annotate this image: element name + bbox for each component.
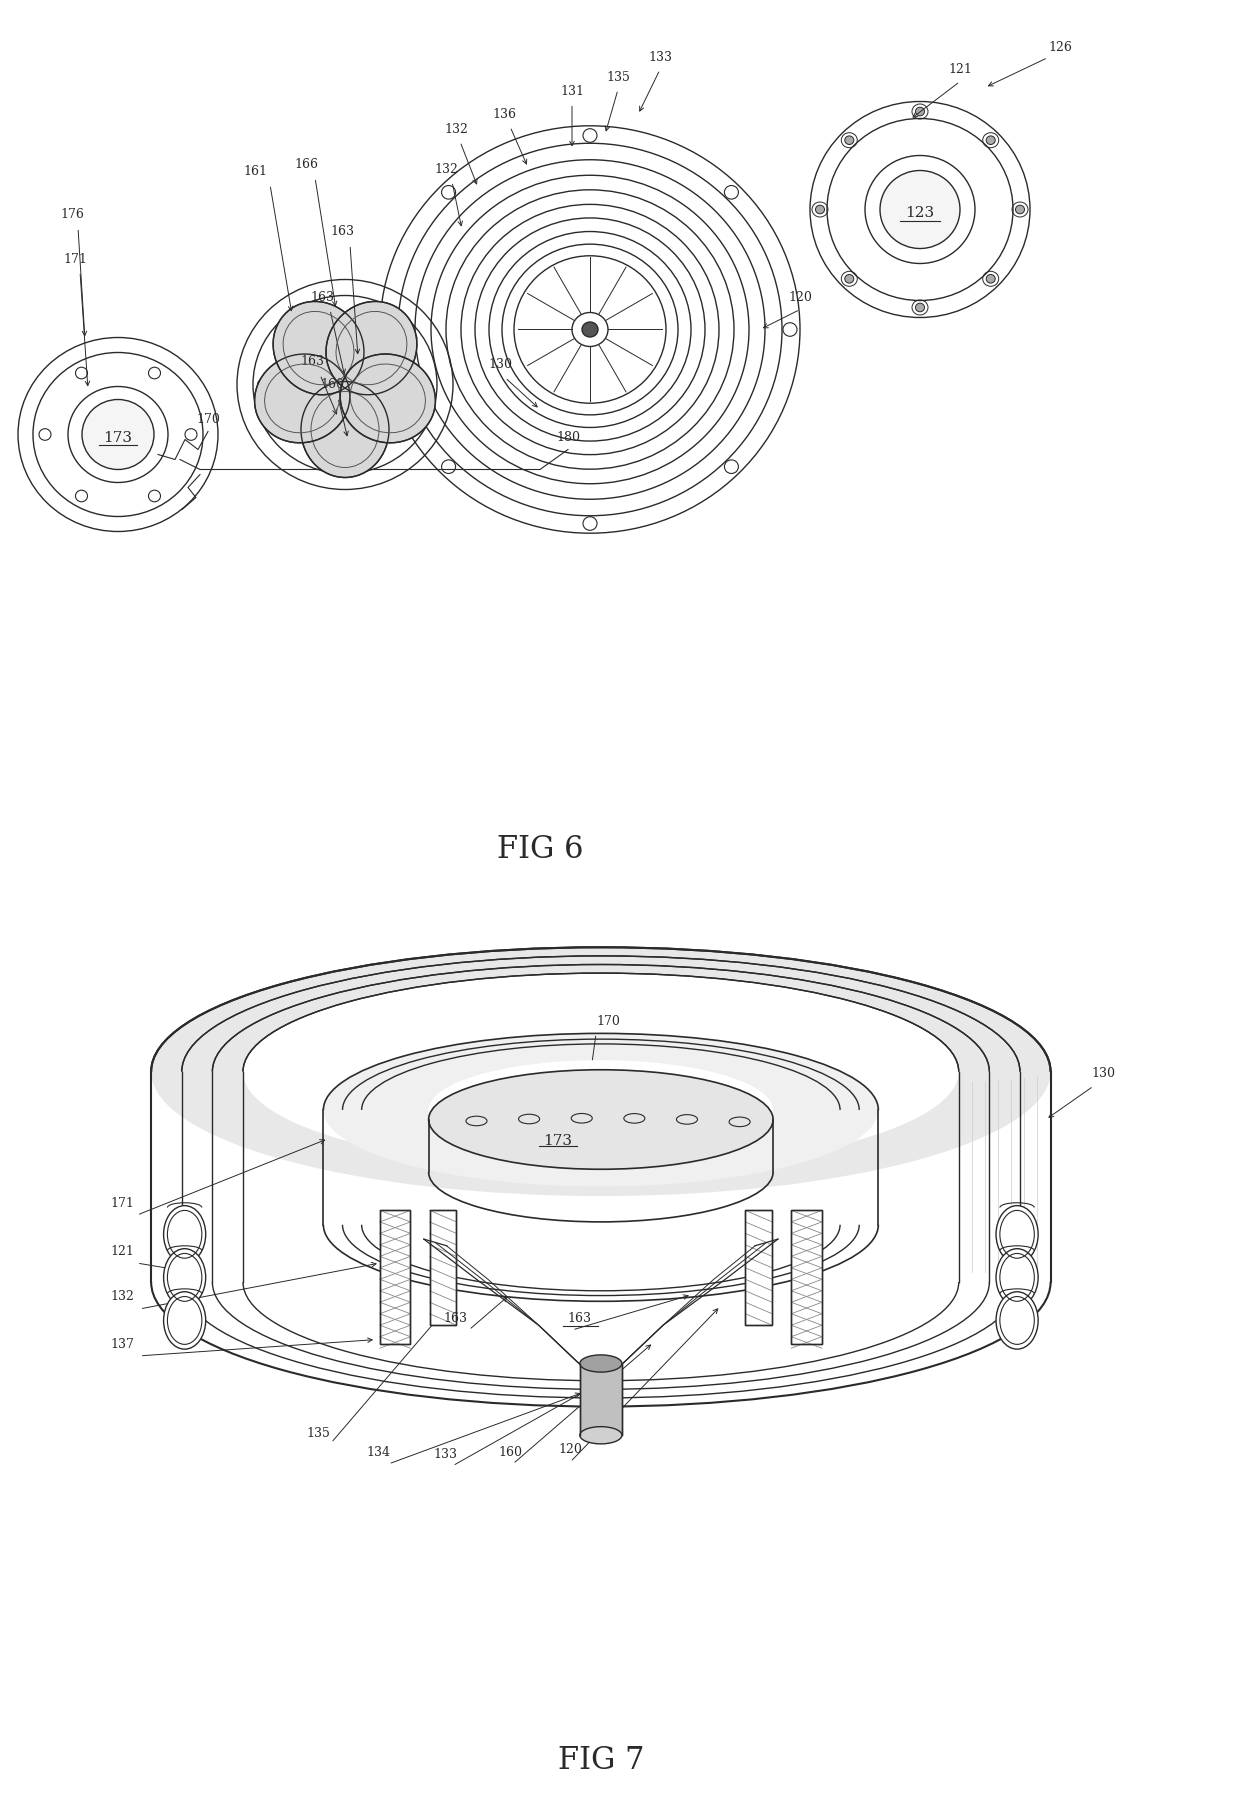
- Ellipse shape: [314, 454, 325, 465]
- Ellipse shape: [1016, 205, 1024, 215]
- Ellipse shape: [164, 1249, 206, 1305]
- Ellipse shape: [243, 973, 959, 1171]
- Ellipse shape: [38, 429, 51, 440]
- Ellipse shape: [915, 304, 925, 313]
- Bar: [379, 1211, 410, 1344]
- Ellipse shape: [580, 1354, 622, 1373]
- Text: FIG 6: FIG 6: [497, 834, 583, 865]
- Text: 170: 170: [196, 413, 219, 425]
- Ellipse shape: [254, 355, 350, 444]
- Ellipse shape: [324, 1033, 878, 1187]
- Text: 163: 163: [300, 355, 324, 367]
- Text: 120: 120: [789, 291, 812, 304]
- Text: 123: 123: [905, 207, 935, 220]
- Text: 121: 121: [949, 64, 972, 76]
- Ellipse shape: [429, 1069, 773, 1169]
- Text: 130: 130: [1091, 1067, 1115, 1080]
- Ellipse shape: [986, 275, 996, 284]
- Text: 166: 166: [294, 158, 317, 171]
- Text: 121: 121: [110, 1245, 134, 1258]
- Ellipse shape: [582, 322, 598, 336]
- Text: 131: 131: [560, 85, 584, 98]
- Ellipse shape: [273, 302, 365, 395]
- Text: 171: 171: [63, 253, 87, 265]
- Ellipse shape: [149, 367, 160, 378]
- Ellipse shape: [996, 1293, 1038, 1349]
- Ellipse shape: [185, 429, 197, 440]
- Text: 135: 135: [606, 71, 630, 84]
- Ellipse shape: [915, 107, 925, 116]
- Bar: [580, 1364, 622, 1434]
- Bar: [745, 1211, 773, 1325]
- Text: 126: 126: [1048, 42, 1071, 55]
- Ellipse shape: [429, 1060, 773, 1160]
- Ellipse shape: [816, 205, 825, 215]
- Ellipse shape: [405, 425, 417, 436]
- Ellipse shape: [258, 380, 269, 389]
- Bar: [791, 1211, 822, 1344]
- Ellipse shape: [151, 947, 1050, 1196]
- Text: 163: 163: [568, 1313, 591, 1325]
- Text: 160: 160: [498, 1445, 522, 1460]
- Ellipse shape: [76, 491, 88, 502]
- Ellipse shape: [405, 333, 417, 344]
- Text: 130: 130: [489, 358, 512, 371]
- Text: 171: 171: [110, 1198, 134, 1211]
- Ellipse shape: [326, 302, 417, 395]
- Text: 137: 137: [110, 1338, 134, 1351]
- Text: 120: 120: [558, 1443, 583, 1456]
- Ellipse shape: [844, 275, 854, 284]
- Text: 160: 160: [320, 378, 343, 391]
- Text: FIG 7: FIG 7: [558, 1745, 644, 1776]
- Text: 170: 170: [596, 1016, 620, 1029]
- Ellipse shape: [149, 491, 160, 502]
- Ellipse shape: [880, 171, 960, 249]
- Text: 163: 163: [310, 291, 334, 304]
- Ellipse shape: [314, 304, 325, 315]
- Text: 163: 163: [444, 1313, 467, 1325]
- Text: 180: 180: [556, 431, 580, 444]
- Text: 163: 163: [330, 225, 353, 238]
- Ellipse shape: [986, 136, 996, 144]
- Ellipse shape: [996, 1205, 1038, 1264]
- Bar: [429, 1211, 456, 1325]
- Ellipse shape: [164, 1205, 206, 1264]
- Bar: [745, 1211, 773, 1325]
- Text: 134: 134: [367, 1445, 391, 1460]
- Text: 133: 133: [434, 1447, 458, 1462]
- Text: 136: 136: [492, 107, 516, 122]
- Ellipse shape: [580, 1427, 622, 1443]
- Ellipse shape: [76, 367, 88, 378]
- Text: 133: 133: [649, 51, 672, 64]
- Ellipse shape: [340, 355, 435, 444]
- Text: 173: 173: [543, 1134, 573, 1147]
- Ellipse shape: [996, 1249, 1038, 1305]
- Text: 132: 132: [444, 124, 467, 136]
- Text: 173: 173: [103, 431, 133, 445]
- Text: 176: 176: [60, 207, 84, 222]
- Ellipse shape: [164, 1293, 206, 1349]
- Ellipse shape: [301, 382, 389, 478]
- Text: 161: 161: [243, 165, 267, 178]
- Ellipse shape: [339, 378, 352, 391]
- Bar: [429, 1211, 456, 1325]
- Ellipse shape: [82, 400, 154, 469]
- Bar: [791, 1211, 822, 1344]
- Ellipse shape: [844, 136, 854, 144]
- Text: 132: 132: [110, 1291, 134, 1304]
- Text: 135: 135: [306, 1427, 331, 1440]
- Bar: [379, 1211, 410, 1344]
- Text: 132: 132: [434, 164, 458, 176]
